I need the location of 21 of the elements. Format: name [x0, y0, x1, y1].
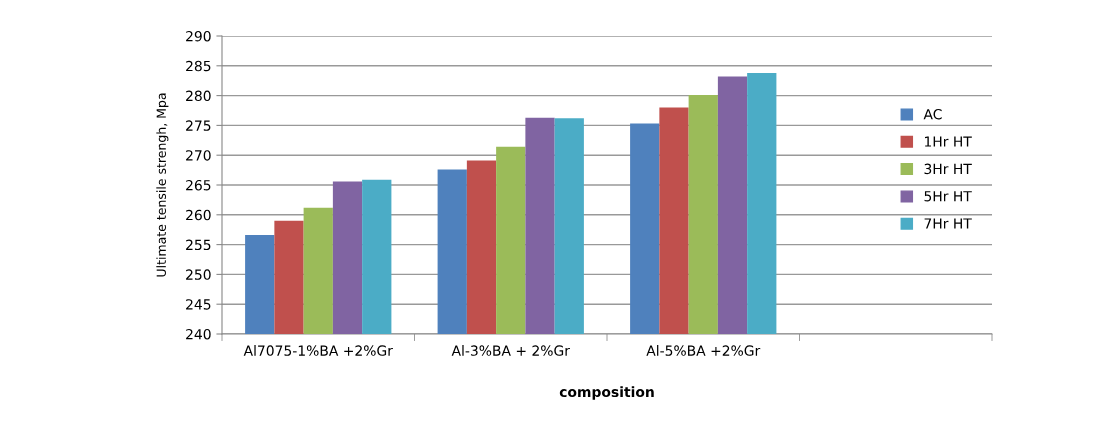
y-tick-label: 265: [186, 179, 211, 191]
legend-label: 1Hr HT: [924, 136, 972, 147]
y-tick-label: 255: [186, 239, 211, 251]
y-tick-label: 245: [186, 299, 211, 310]
y-tick-label: 270: [186, 150, 211, 161]
x-tick-label: Al-3%BA + 2%Gr: [451, 345, 570, 356]
legend-label: 7Hr HT: [924, 218, 972, 229]
legend-label: 3Hr HT: [924, 163, 972, 175]
x-tick-label: Al-5%BA +2%Gr: [646, 345, 761, 356]
y-tick-label: 290: [186, 30, 211, 42]
x-axis-title: composition: [559, 386, 654, 400]
y-tick-label: 285: [186, 60, 211, 72]
y-tick-label: 260: [186, 209, 211, 221]
y-axis-title: Ultimate tensile strengh, Mpa: [156, 93, 169, 277]
legend-label: 5Hr HT: [924, 191, 972, 202]
legend-label: AC: [923, 108, 942, 120]
y-tick-label: 275: [186, 120, 211, 131]
y-tick-label: 240: [186, 328, 211, 340]
y-tick-label: 250: [186, 269, 211, 280]
y-tick-label: 280: [186, 90, 211, 102]
x-tick-label: Al7075-1%BA +2%Gr: [243, 345, 393, 356]
